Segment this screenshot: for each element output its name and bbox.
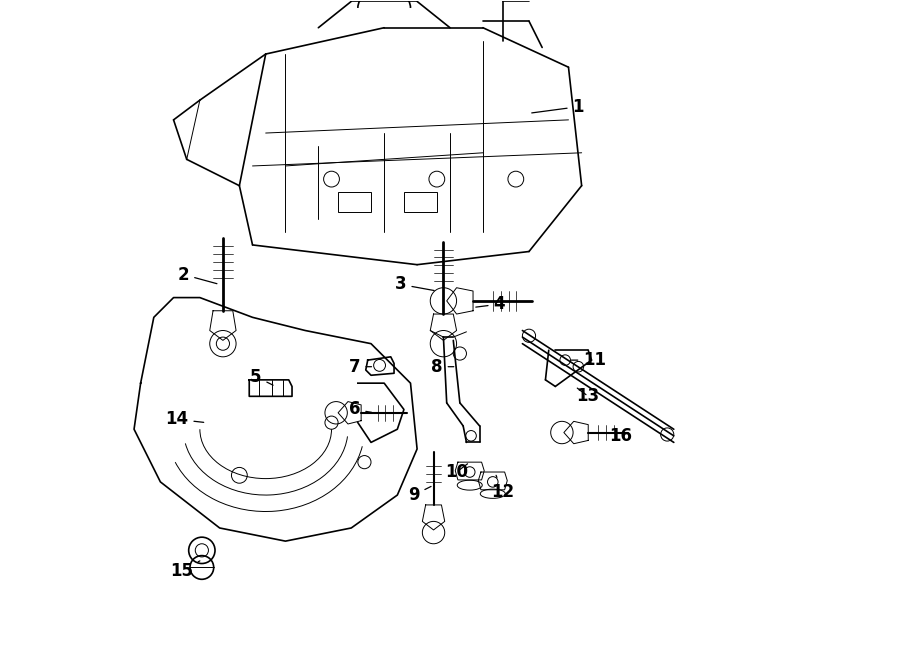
Text: 11: 11 [572,351,607,369]
Text: 10: 10 [446,463,468,481]
Text: 15: 15 [170,561,200,580]
Bar [404,192,436,212]
Text: 7: 7 [348,358,372,375]
Text: 8: 8 [431,358,454,375]
Text: 16: 16 [601,427,633,445]
Text: 14: 14 [166,410,203,428]
Text: 2: 2 [177,266,217,284]
Text: 6: 6 [349,401,372,418]
Text: 1: 1 [532,98,584,116]
Text: 12: 12 [491,475,514,501]
Text: 3: 3 [395,276,434,293]
Bar [338,192,371,212]
Text: 5: 5 [250,368,273,385]
Text: 4: 4 [476,295,505,313]
Text: 9: 9 [408,486,431,504]
Text: 13: 13 [577,387,599,405]
